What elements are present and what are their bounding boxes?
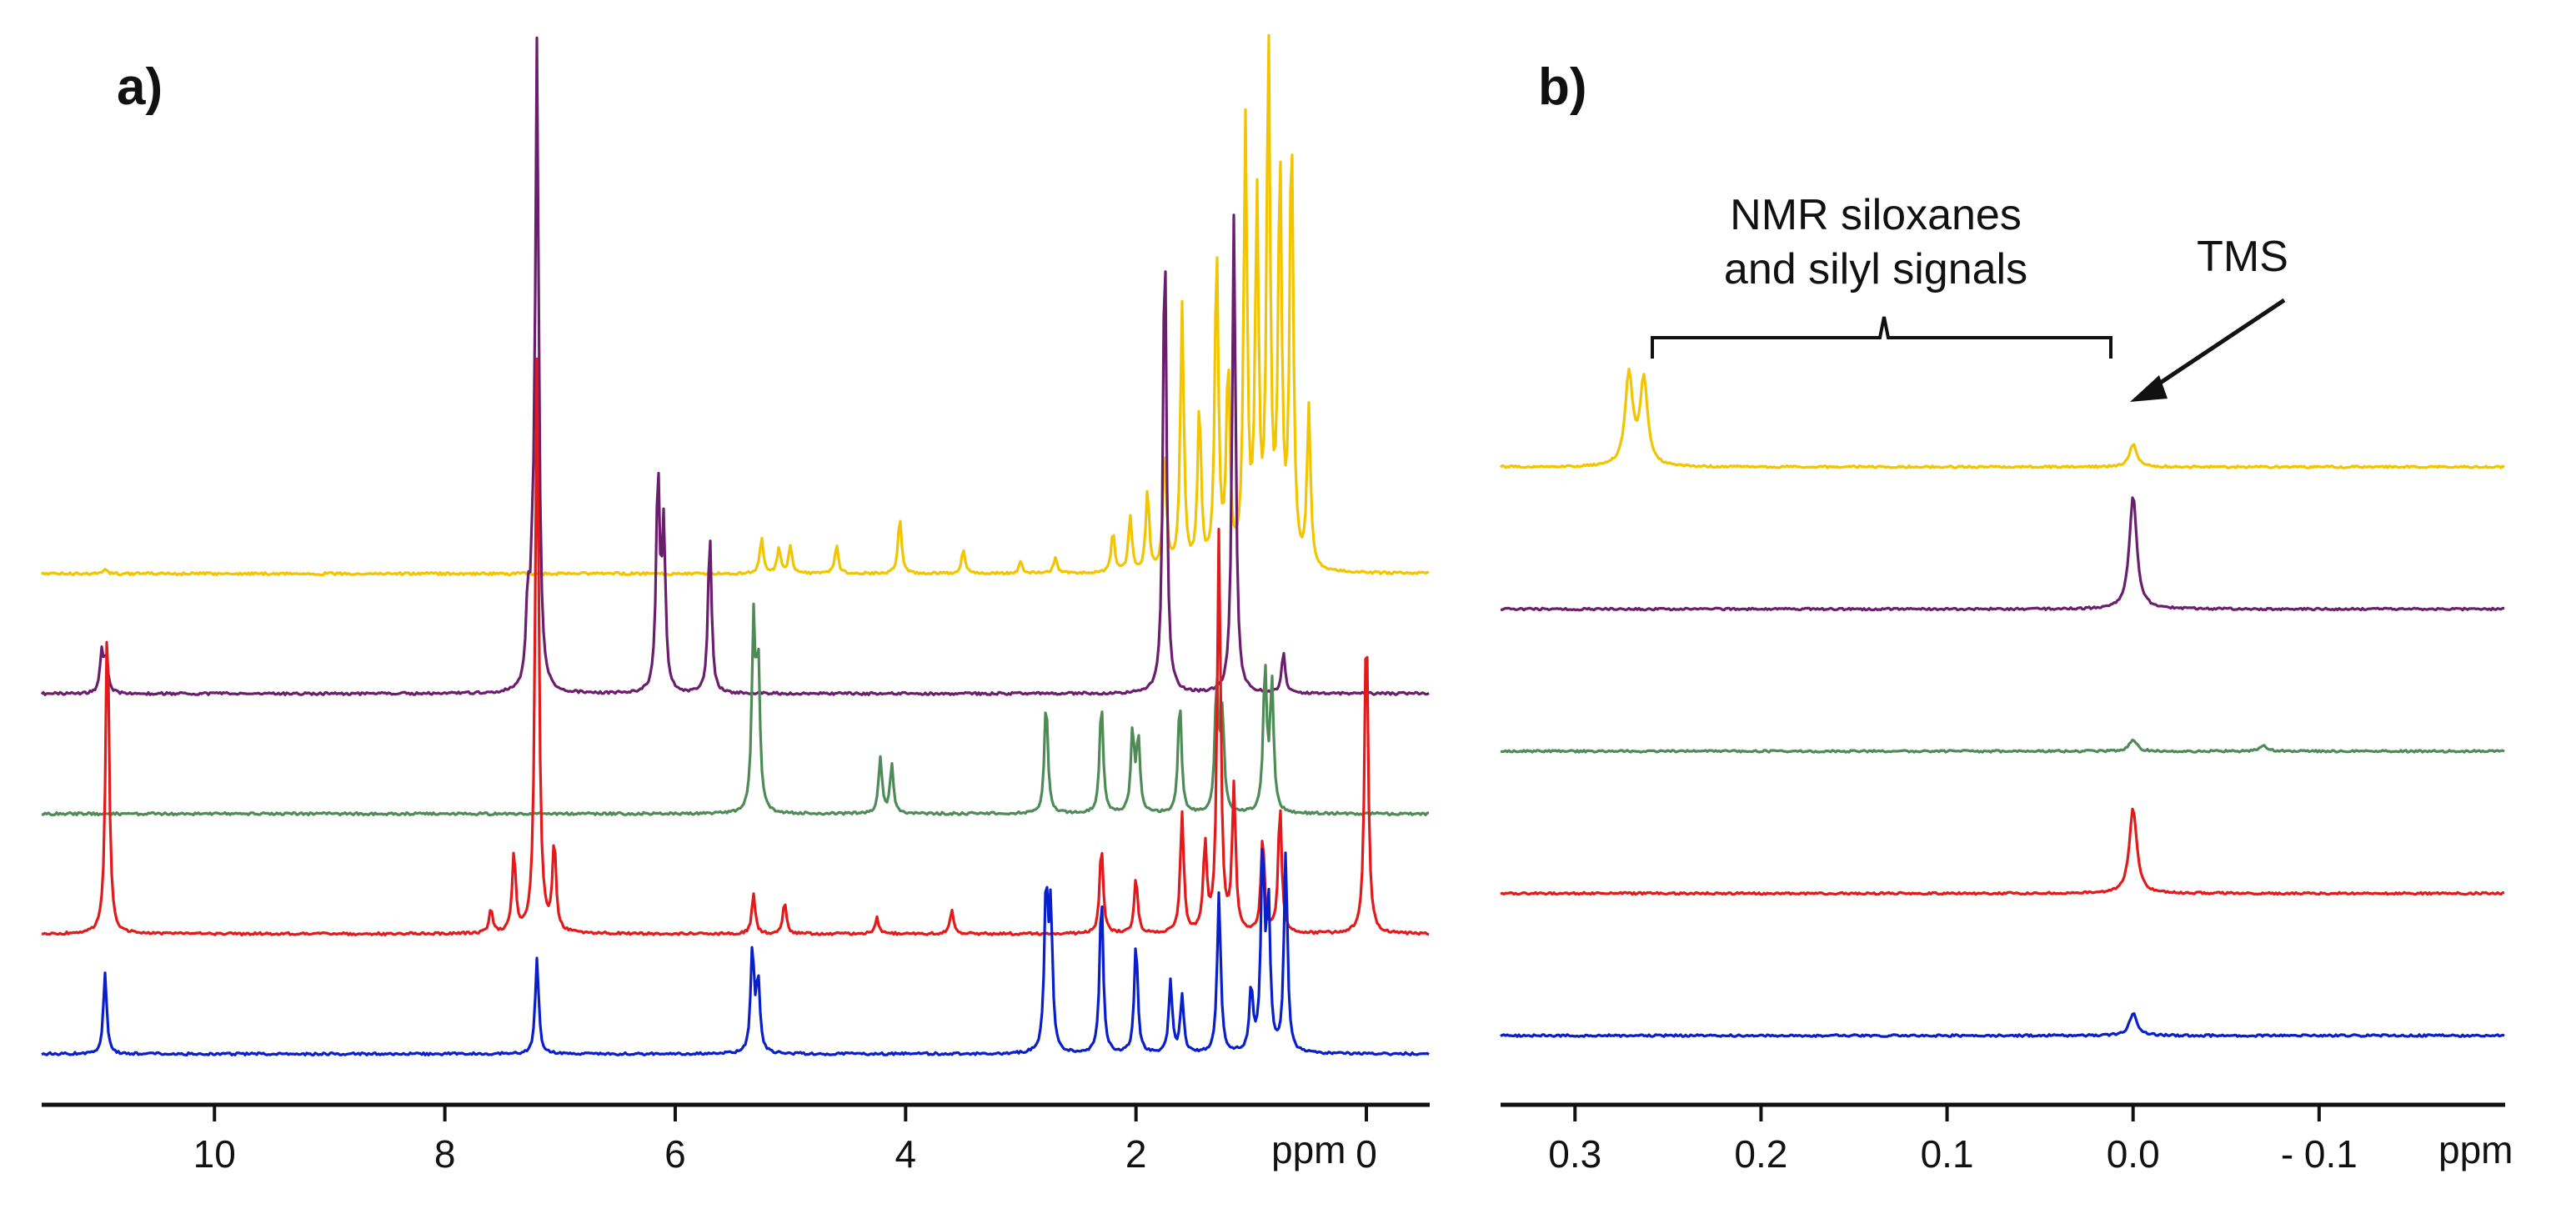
b-tick-label: - 0.1 [2281, 1132, 2358, 1176]
tms-arrow-line [2145, 298, 2286, 394]
b-series-purple-spectrum [1500, 496, 2504, 612]
b-series-green-spectrum [1500, 738, 2505, 754]
annotation-siloxanes-line2: and silyl signals [1724, 245, 2027, 293]
annotation-siloxanes-line1: NMR siloxanes [1730, 191, 2022, 239]
b-series-blue-spectrum [1500, 1011, 2505, 1038]
b-tick-label: 0.2 [1734, 1132, 1787, 1176]
panel-a-ticks: 10 8 6 4 2 0 [193, 1105, 1377, 1176]
panel-b-x-axis-label: ppm [2438, 1128, 2513, 1171]
b-tick-label: 0.1 [1921, 1132, 1974, 1176]
siloxane-bracket [1651, 316, 2112, 359]
a-series-green-spectrum [41, 602, 1430, 817]
panel-a-series-group [40, 33, 1430, 1057]
a-tick-label: 6 [664, 1132, 686, 1176]
a-tick-label: 2 [1125, 1132, 1147, 1176]
a-tick-label: 0 [1356, 1132, 1377, 1176]
panel-b-label: b) [1538, 58, 1587, 116]
panel-a-spectra: a) 10 8 6 4 2 0 ppm [40, 33, 1430, 1176]
tms-arrow-head [2130, 375, 2168, 402]
annotation-tms: TMS [2197, 233, 2288, 281]
a-tick-label: 8 [434, 1132, 456, 1176]
panel-b-ticks: 0.3 0.2 0.1 0.0 - 0.1 [1548, 1105, 2358, 1176]
a-tick-label: 10 [193, 1132, 236, 1176]
b-tick-label: 0.3 [1548, 1132, 1601, 1176]
a-series-purple-spectrum [40, 36, 1430, 697]
panel-a-x-axis-label: ppm [1271, 1128, 1346, 1171]
a-tick-label: 4 [895, 1132, 917, 1176]
panel-b-series-group [1499, 368, 2505, 1038]
a-series-red-spectrum [41, 357, 1430, 937]
a-series-yellow-spectrum [41, 33, 1430, 577]
panel-b-spectra: b) NMR siloxanes and silyl signals TMS 0… [1499, 58, 2513, 1176]
b-series-yellow-spectrum [1499, 368, 2505, 469]
b-tick-label: 0.0 [2107, 1132, 2160, 1176]
a-series-blue-spectrum [41, 847, 1430, 1057]
b-series-red-spectrum [1500, 807, 2505, 896]
panel-a-label: a) [117, 58, 163, 116]
